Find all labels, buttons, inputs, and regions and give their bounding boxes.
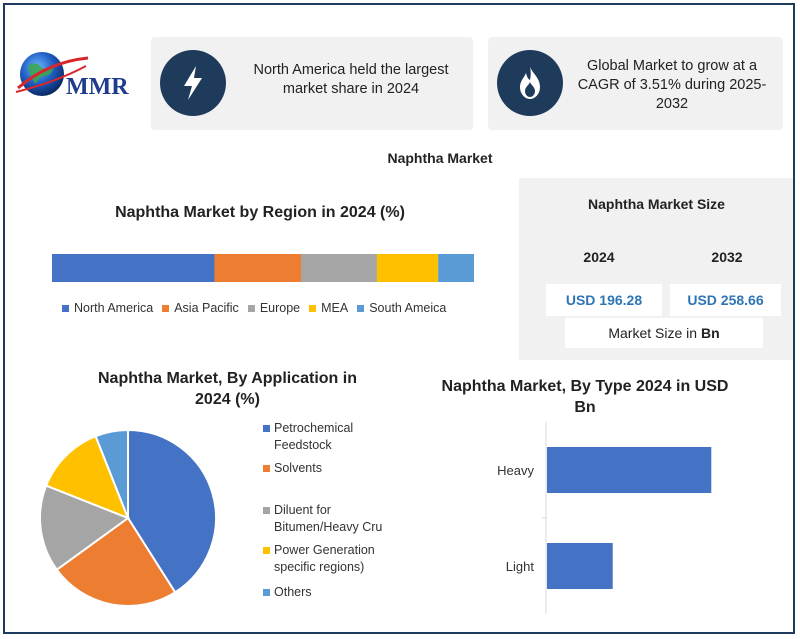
legend-label: MEA	[321, 301, 349, 315]
pie-slice-1	[55, 516, 177, 607]
year-2024-label: 2024	[583, 249, 615, 265]
legend-swatch	[62, 304, 69, 312]
legend-label: Power Generation	[274, 543, 375, 557]
svg-text:MMR: MMR	[66, 74, 129, 100]
region-stacked-bar	[52, 254, 474, 282]
flame-icon	[497, 50, 563, 116]
legend-label: Others	[274, 585, 312, 599]
lightning-icon	[160, 50, 226, 116]
legend-swatch	[357, 304, 365, 312]
legend-label: Asia Pacific	[174, 301, 239, 315]
legend-swatch	[162, 304, 170, 312]
legend-swatch	[263, 425, 270, 432]
region-legend-item: South Ameica	[357, 299, 446, 317]
region-legend: North America Asia Pacific Europe MEA South …	[62, 299, 482, 317]
value-2024: USD 196.28	[546, 284, 662, 316]
application-legend-item: Power Generation specific regions)	[263, 542, 388, 576]
legend-label: South Ameica	[369, 301, 447, 315]
region-legend-item: North America	[62, 299, 153, 317]
legend-label: Europe	[259, 301, 301, 315]
legend-label: Diluent for	[274, 503, 331, 517]
region-bar-segment-4	[438, 254, 474, 282]
legend-label: Petrochemical	[274, 421, 354, 435]
legend-swatch	[263, 465, 270, 472]
application-pie-chart	[39, 428, 217, 607]
application-legend-item: Others	[263, 584, 388, 601]
type-tick-label: Light	[506, 559, 535, 574]
legend-label: specific regions)	[274, 560, 365, 574]
application-legend-item: Diluent for Bitumen/Heavy Cru	[263, 502, 388, 536]
application-legend-item: Solvents	[263, 460, 388, 477]
globe-logo-icon: MMR	[15, 52, 129, 100]
market-size-panel: Naphtha Market Size 2024 2032 USD 196.28…	[519, 178, 793, 360]
region-legend-item: Asia Pacific	[162, 299, 239, 317]
legend-swatch	[263, 507, 270, 514]
pie-slice-2	[39, 484, 131, 572]
legend-swatch	[309, 304, 317, 312]
card-text-cagr: Global Market to grow at a CAGR of 3.51%…	[577, 58, 767, 112]
footer-prefix: Market Size in	[608, 325, 701, 341]
region-chart-title: Naphtha Market by Region in 2024 (%)	[115, 204, 405, 221]
info-card-cagr: Global Market to grow at a CAGR of 3.51%…	[488, 37, 783, 130]
legend-swatch	[263, 589, 270, 596]
type-bar-heavy	[547, 447, 712, 493]
legend-label: Solvents	[274, 461, 322, 475]
type-chart-title: Naphtha Market, By Type 2024 in USD Bn	[441, 378, 729, 416]
legend-label: Feedstock	[274, 438, 332, 452]
legend-label: North America	[74, 301, 154, 315]
region-bar-segment-0	[52, 254, 215, 282]
type-bar-chart: Heavy Light	[497, 422, 712, 614]
region-bar-segment-2	[300, 254, 377, 282]
mmr-logo: MMR	[14, 48, 144, 108]
region-bar-segment-1	[214, 254, 301, 282]
page-title: Naphtha Market	[387, 150, 493, 166]
legend-swatch	[263, 547, 270, 554]
type-tick-label: Heavy	[497, 463, 534, 478]
legend-swatch	[247, 304, 255, 312]
value-2032: USD 258.66	[670, 284, 781, 316]
type-bar-light	[547, 543, 613, 589]
pie-slice-3	[44, 434, 130, 520]
region-bar-segment-3	[376, 254, 439, 282]
market-size-title: Naphtha Market Size	[588, 196, 725, 212]
application-legend: Petrochemical Feedstock Solvents Diluent fo…	[263, 420, 388, 610]
pie-slice-4	[94, 428, 129, 519]
card-text-region: North America held the largest market sh…	[253, 62, 449, 97]
region-legend-item: MEA	[309, 299, 348, 317]
application-legend-item: Petrochemical Feedstock	[263, 420, 388, 454]
market-size-footer: Market Size in Bn	[565, 318, 763, 348]
info-card-region: North America held the largest market sh…	[151, 37, 473, 130]
year-2032-label: 2032	[711, 249, 743, 265]
application-chart-title: Naphtha Market, By Application in 2024 (…	[98, 370, 357, 408]
legend-label: Bitumen/Heavy Cru	[274, 520, 383, 534]
footer-unit: Bn	[700, 325, 720, 341]
region-legend-item: Europe	[247, 299, 301, 317]
